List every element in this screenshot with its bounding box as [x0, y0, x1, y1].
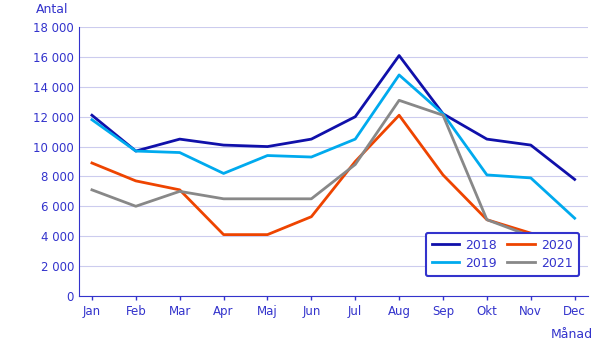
Text: Månad: Månad: [551, 328, 593, 340]
Legend: 2018, 2019, 2020, 2021: 2018, 2019, 2020, 2021: [425, 233, 579, 276]
Text: Antal: Antal: [36, 3, 68, 16]
